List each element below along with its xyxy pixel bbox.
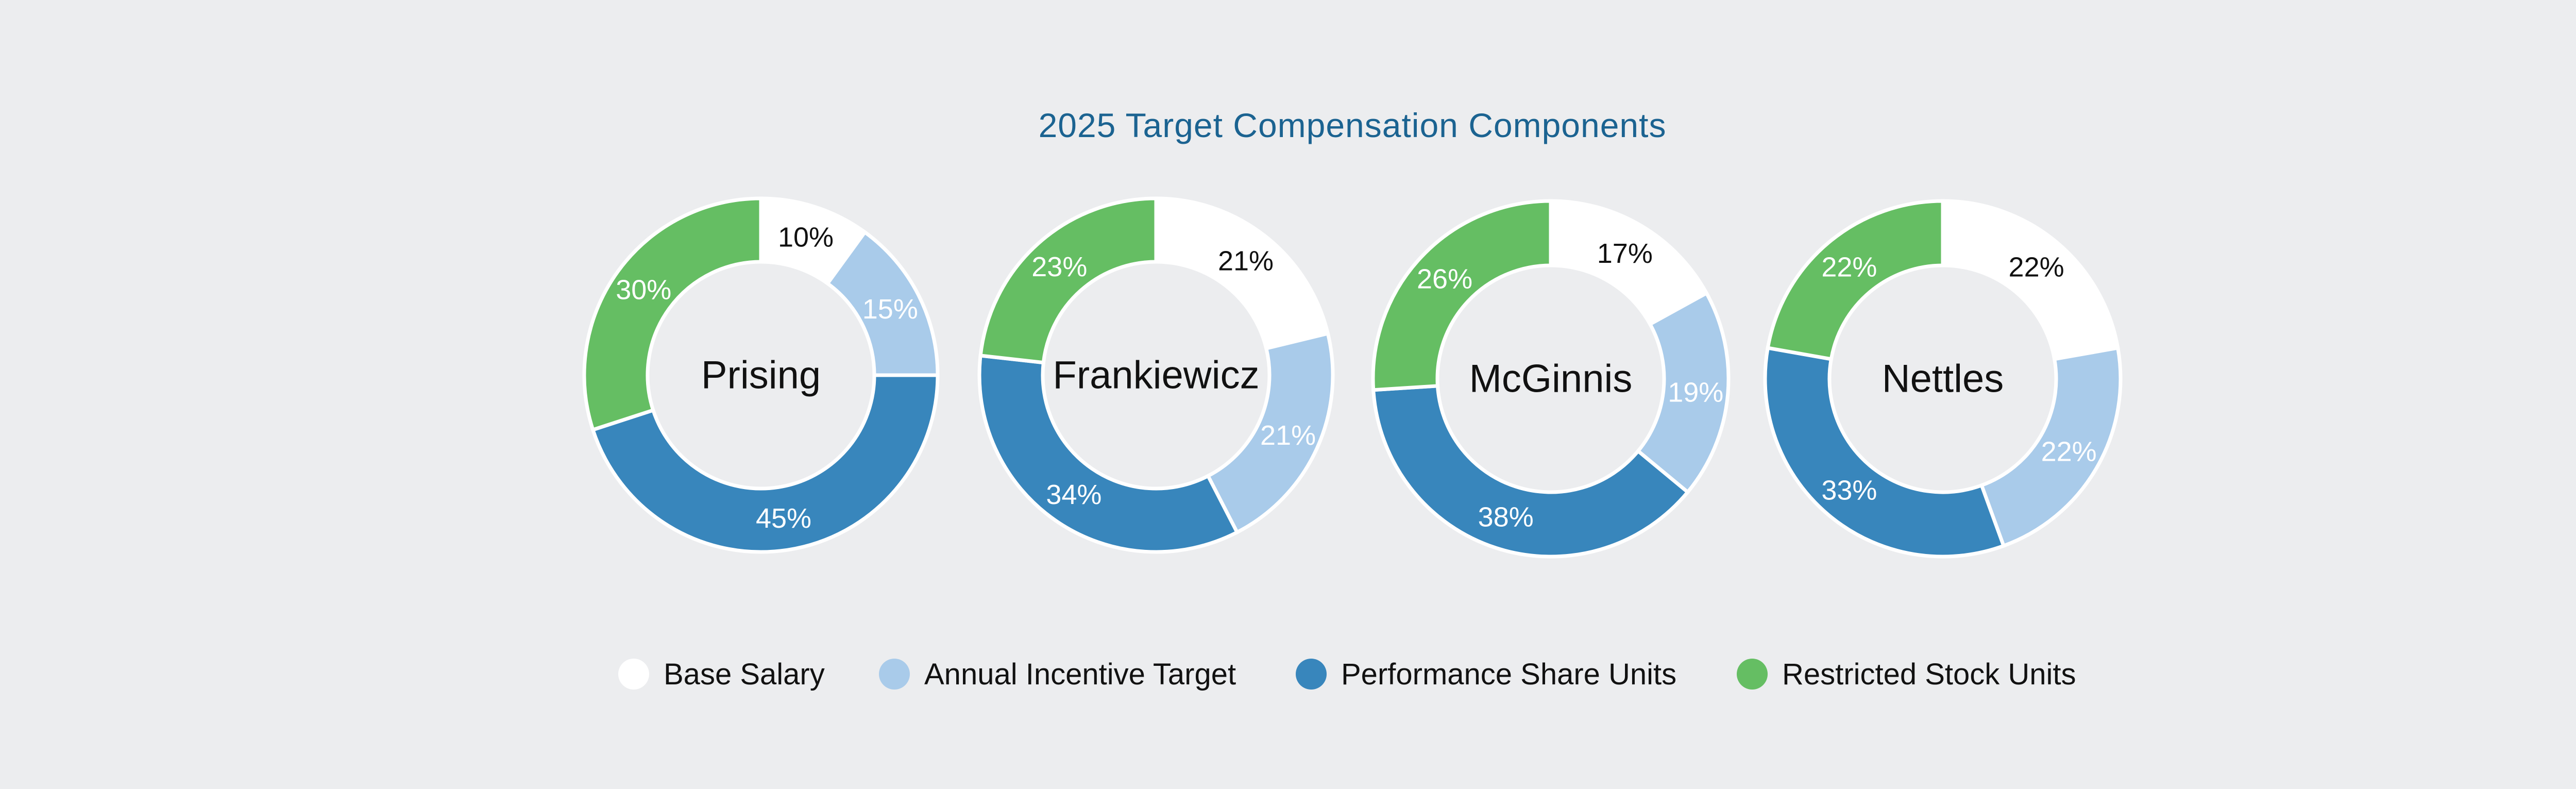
data-label-prising-annual-incentive-target: 15%	[862, 294, 918, 325]
data-label-nettles-restricted-stock-units: 22%	[1821, 252, 1877, 283]
legend-swatch-restricted-stock-units	[1737, 659, 1768, 690]
slice-frankiewicz-base-salary	[1154, 196, 1330, 351]
data-label-nettles-annual-incentive-target: 22%	[2041, 436, 2097, 467]
center-label-mcginnis: McGinnis	[1469, 357, 1633, 401]
legend-swatch-base-salary	[618, 659, 649, 690]
legend-swatch-annual-incentive-target	[879, 659, 910, 690]
legend-item-base-salary: Base Salary	[618, 653, 825, 695]
legend-item-restricted-stock-units: Restricted Stock Units	[1737, 653, 2076, 695]
legend-swatch-performance-share-units	[1296, 659, 1327, 690]
slice-nettles-base-salary	[1941, 199, 2120, 361]
center-label-frankiewicz: Frankiewicz	[1053, 354, 1259, 397]
donut-frankiewicz: 21% 21% 34% 23% Frankiewicz	[977, 196, 1335, 554]
slice-prising-restricted-stock-units	[582, 196, 763, 432]
legend-item-performance-share-units: Performance Share Units	[1296, 653, 1676, 695]
data-label-mcginnis-annual-incentive-target: 19%	[1668, 377, 1723, 408]
slice-nettles-restricted-stock-units	[1766, 199, 1945, 361]
slice-frankiewicz-annual-incentive-target	[1206, 331, 1335, 535]
legend-item-annual-incentive-target: Annual Incentive Target	[879, 653, 1236, 695]
donut-mcginnis: 17% 19% 38% 26% McGinnis	[1371, 199, 1731, 559]
data-label-prising-base-salary: 10%	[778, 222, 834, 253]
legend-label-base-salary: Base Salary	[664, 657, 825, 691]
data-label-frankiewicz-base-salary: 21%	[1218, 246, 1274, 277]
legend-label-performance-share-units: Performance Share Units	[1341, 657, 1677, 691]
legend: Base Salary Annual Incentive Target Perf…	[0, 653, 2576, 695]
data-label-nettles-performance-share-units: 33%	[1821, 475, 1877, 506]
legend-label-annual-incentive-target: Annual Incentive Target	[924, 657, 1236, 691]
data-label-frankiewicz-annual-incentive-target: 21%	[1260, 420, 1316, 451]
slice-frankiewicz-performance-share-units	[977, 354, 1240, 554]
center-label-prising: Prising	[701, 354, 821, 397]
slice-nettles-annual-incentive-target	[1979, 346, 2123, 548]
data-label-mcginnis-restricted-stock-units: 26%	[1417, 264, 1472, 295]
data-label-frankiewicz-performance-share-units: 34%	[1046, 479, 1101, 510]
slice-mcginnis-annual-incentive-target	[1635, 291, 1731, 495]
data-label-frankiewicz-restricted-stock-units: 23%	[1031, 251, 1087, 282]
slice-mcginnis-restricted-stock-units	[1371, 199, 1553, 392]
chart-title: 2025 Target Compensation Components	[1038, 106, 1667, 144]
center-label-nettles: Nettles	[1882, 357, 2004, 401]
slice-nettles-performance-share-units	[1763, 346, 2006, 559]
slice-frankiewicz-restricted-stock-units	[978, 196, 1158, 365]
donut-prising: 10% 15% 45% 30% Prising	[582, 196, 940, 554]
data-label-mcginnis-performance-share-units: 38%	[1478, 502, 1534, 533]
data-label-prising-performance-share-units: 45%	[756, 503, 811, 534]
data-label-prising-restricted-stock-units: 30%	[616, 275, 671, 306]
slice-mcginnis-performance-share-units	[1371, 384, 1690, 559]
data-label-nettles-base-salary: 22%	[2009, 252, 2064, 283]
donut-nettles: 22% 22% 33% 22% Nettles	[1763, 199, 2123, 559]
data-label-mcginnis-base-salary: 17%	[1597, 238, 1653, 269]
legend-label-restricted-stock-units: Restricted Stock Units	[1782, 657, 2076, 691]
slice-prising-performance-share-units	[590, 373, 940, 554]
